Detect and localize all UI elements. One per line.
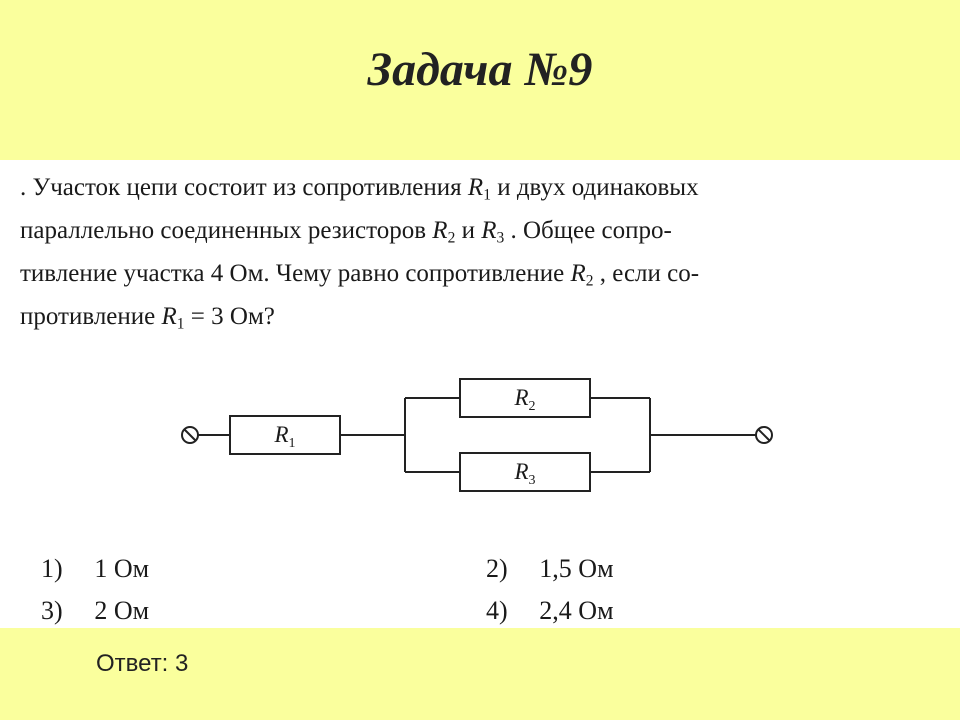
var-r2: R2 [432, 217, 455, 244]
option-4-num: 4) [485, 590, 538, 632]
content-panel: . Участок цепи состоит из сопротивления … [0, 160, 960, 628]
problem-part: параллельно соединенных резисторов [20, 217, 432, 244]
slide-title: Задача №9 Задача №9 [368, 42, 593, 97]
circuit-svg: R1 R2 R3 [170, 360, 790, 510]
var-r1b: R1 [162, 303, 185, 330]
option-2-num: 2) [485, 548, 538, 590]
circuit-diagram: R1 R2 R3 [170, 360, 790, 510]
problem-part: = 3 [185, 303, 224, 330]
option-3-val: 2 Ом [93, 590, 485, 632]
option-4-val: 2,4 Ом [538, 590, 930, 632]
option-2-val: 1,5 Ом [538, 548, 930, 590]
problem-part: и [455, 217, 481, 244]
problem-part: и двух одинаковых [491, 174, 699, 201]
option-1-val: 1 Ом [93, 548, 485, 590]
var-r2b: R2 [570, 260, 593, 287]
option-1-num: 1) [40, 548, 93, 590]
title-text: Задача №9 [368, 43, 593, 96]
problem-part: . Участок цепи состоит из сопротивления [20, 174, 468, 201]
slide: Задача №9 Задача №9 . Участок цепи состо… [0, 0, 960, 720]
problem-part: Ом? [224, 303, 275, 330]
problem-part: , если со- [593, 260, 699, 287]
title-band: Задача №9 Задача №9 [0, 0, 960, 107]
var-r1: R1 [468, 174, 491, 201]
answer-options: 1) 1 Ом 2) 1,5 Ом 3) 2 Ом 4) 2,4 Ом [40, 548, 930, 633]
problem-part: противление [20, 303, 162, 330]
problem-part: . Общее сопро- [504, 217, 672, 244]
problem-text: . Участок цепи состоит из сопротивления … [20, 166, 936, 338]
option-3-num: 3) [40, 590, 93, 632]
problem-part: тивление участка 4 Ом. Чему равно сопрот… [20, 260, 570, 287]
footer-answer: Ответ: 3 [96, 650, 188, 678]
var-r3: R3 [481, 217, 504, 244]
